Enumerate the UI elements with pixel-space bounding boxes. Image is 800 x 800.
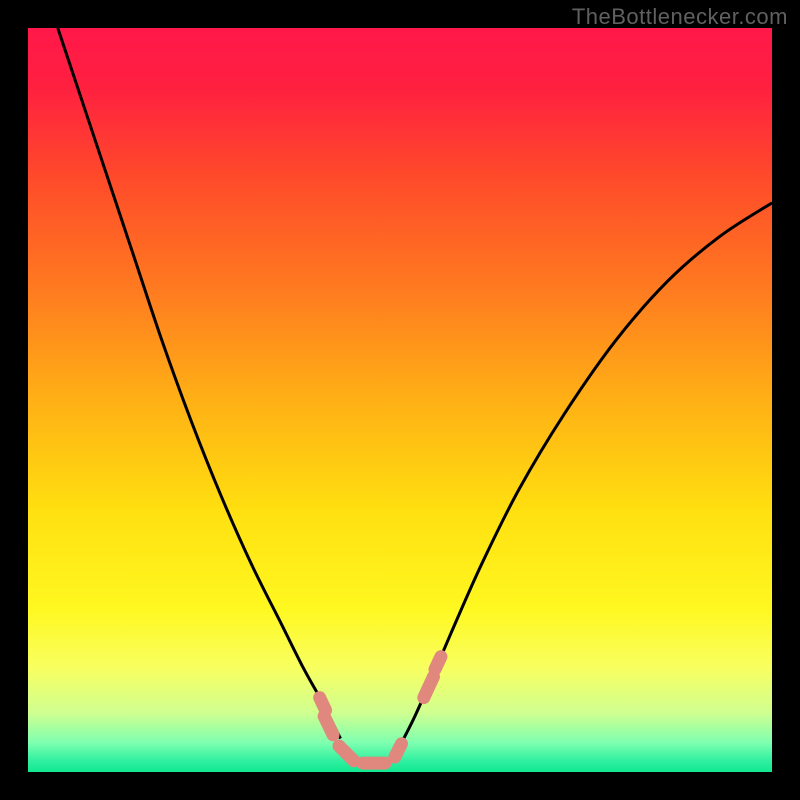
watermark-text: TheBottlenecker.com (572, 4, 788, 30)
plot-area (28, 28, 772, 772)
marker-pink-segment (320, 698, 326, 711)
curve-left (58, 28, 341, 739)
marker-pink-segment (395, 744, 402, 757)
curve-right (404, 203, 772, 739)
marker-pink-segment (435, 657, 441, 670)
curve-overlay (28, 28, 772, 772)
marker-pink-group (320, 657, 441, 763)
marker-pink-segment (324, 716, 333, 735)
marker-pink-segment (424, 677, 434, 698)
marker-pink-segment (339, 746, 354, 761)
